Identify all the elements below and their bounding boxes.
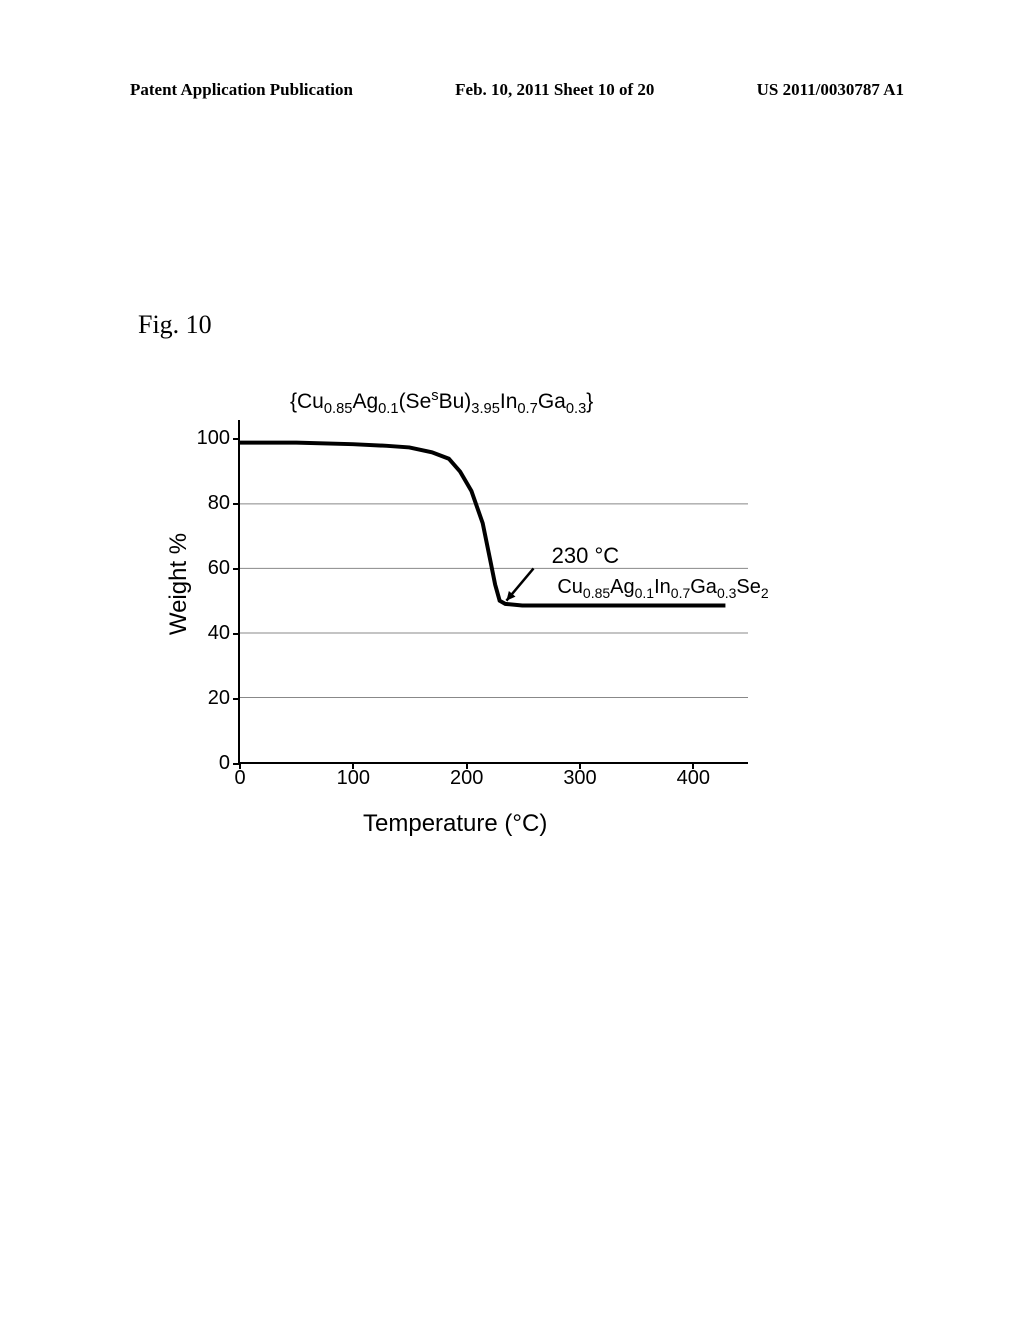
patent-header: Patent Application Publication Feb. 10, … bbox=[0, 80, 1024, 100]
y-tick-label: 20 bbox=[190, 687, 230, 710]
y-tick-label: 80 bbox=[190, 492, 230, 515]
y-tick-label: 100 bbox=[190, 427, 230, 450]
product-annotation: Cu0.85Ag0.1In0.7Ga0.3Se2 bbox=[557, 576, 768, 601]
tga-chart: {Cu0.85Ag0.1(SesBu)3.95In0.7Ga0.3} Weigh… bbox=[138, 380, 788, 830]
x-axis-label: Temperature (°C) bbox=[363, 810, 547, 838]
publication-type: Patent Application Publication bbox=[130, 80, 353, 100]
y-tick-label: 40 bbox=[190, 622, 230, 645]
y-tick-label: 60 bbox=[190, 557, 230, 580]
date-sheet: Feb. 10, 2011 Sheet 10 of 20 bbox=[455, 80, 654, 100]
publication-number: US 2011/0030787 A1 bbox=[757, 80, 904, 100]
chart-title: {Cu0.85Ag0.1(SesBu)3.95In0.7Ga0.3} bbox=[290, 388, 593, 417]
x-tick-label: 400 bbox=[668, 767, 718, 790]
plot-area: 020406080100 0100200300400 230 °C Cu0.85… bbox=[238, 420, 748, 764]
x-tick-label: 0 bbox=[215, 767, 265, 790]
x-tick-label: 200 bbox=[442, 767, 492, 790]
figure-number: Fig. 10 bbox=[138, 310, 212, 340]
x-tick-label: 100 bbox=[328, 767, 378, 790]
y-axis-label: Weight % bbox=[165, 533, 193, 635]
x-tick-label: 300 bbox=[555, 767, 605, 790]
temperature-annotation: 230 °C bbox=[552, 543, 620, 569]
